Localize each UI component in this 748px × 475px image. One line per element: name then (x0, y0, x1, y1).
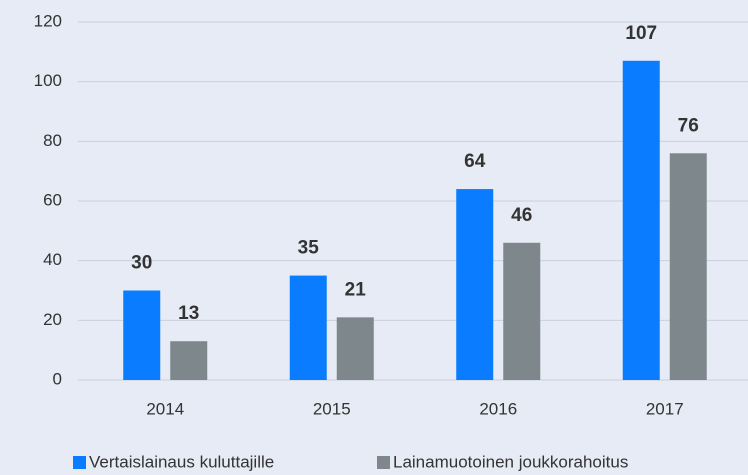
x-tick-label: 2015 (313, 399, 351, 418)
bar (622, 60, 660, 381)
value-label: 64 (464, 151, 486, 172)
x-tick-label: 2016 (479, 399, 517, 418)
legend-swatch (377, 456, 390, 469)
value-label: 46 (511, 205, 532, 226)
bar (170, 341, 208, 380)
y-tick-label: 40 (43, 250, 62, 269)
y-tick-label: 0 (53, 369, 62, 388)
bar (669, 153, 707, 380)
y-tick-label: 120 (34, 11, 62, 30)
value-label: 76 (678, 115, 699, 136)
x-tick-label: 2017 (646, 399, 684, 418)
x-tick-label: 2014 (146, 399, 184, 418)
legend-label: Vertaislainaus kuluttajille (89, 452, 274, 471)
value-label: 35 (298, 238, 320, 259)
value-label: 21 (345, 279, 367, 300)
bar (336, 317, 374, 380)
bar (503, 242, 541, 380)
y-tick-label: 20 (43, 310, 62, 329)
bar (456, 189, 494, 380)
bar (123, 290, 161, 380)
value-label: 107 (625, 23, 657, 44)
y-tick-label: 100 (34, 71, 62, 90)
value-label: 13 (178, 303, 199, 324)
y-tick-label: 60 (43, 190, 62, 209)
legend-swatch (73, 456, 86, 469)
y-tick-label: 80 (43, 131, 62, 150)
bar (289, 275, 327, 380)
value-label: 30 (131, 253, 152, 274)
legend-label: Lainamuotoinen joukkorahoitus (393, 452, 628, 471)
